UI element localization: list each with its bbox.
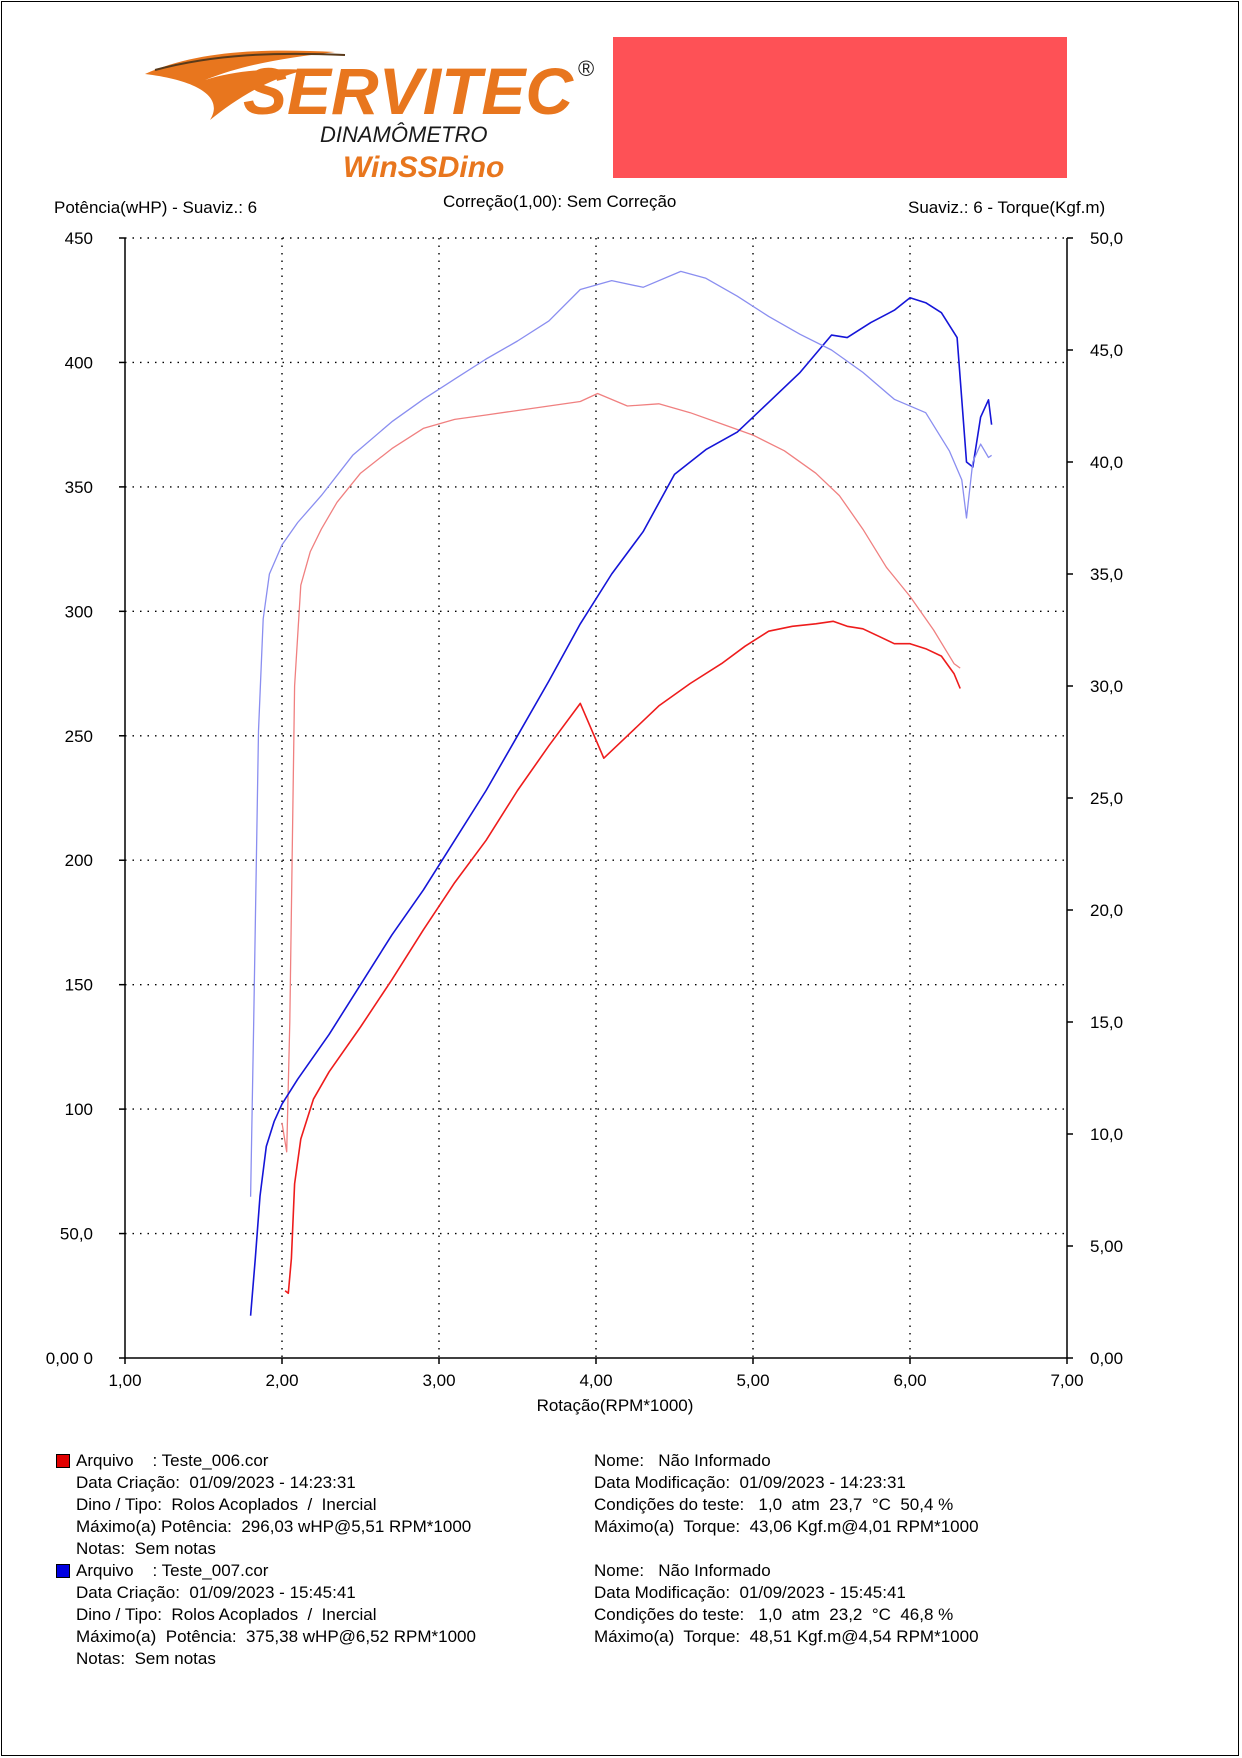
y-left-tick-label: 200 (65, 851, 93, 870)
series-torque-line (249, 270, 992, 1197)
y-right-tick-label: 30,0 (1090, 677, 1123, 696)
left-axis-title: Potência(wHP) - Suaviz.: 6 (54, 198, 258, 217)
redacted-block (613, 37, 1067, 178)
x-tick-label: 2,00 (265, 1371, 298, 1390)
x-tick-label: 6,00 (893, 1371, 926, 1390)
legend-color-swatch (56, 1564, 70, 1578)
brand-text: SERVITEC (243, 54, 574, 128)
legend-info-line: Máximo(a) Potência: 375,38 wHP@6,52 RPM*… (76, 1627, 476, 1646)
x-tick-label: 7,00 (1050, 1371, 1083, 1390)
y-left-tick-label: 300 (65, 602, 93, 621)
servitec-logo: SERVITEC ® DINAMÔMETRO WinSSDino (145, 50, 594, 184)
y-left-tick-label: 50,0 (60, 1225, 93, 1244)
legend-info-line: Arquivo : Teste_006.cor (76, 1451, 269, 1470)
y-right-tick-label: 5,00 (1090, 1237, 1123, 1256)
y-right-tick-label: 25,0 (1090, 789, 1123, 808)
y-right-tick-label: 50,0 (1090, 229, 1123, 248)
x-tick-label: 5,00 (736, 1371, 769, 1390)
legend-info-line: Data Criação: 01/09/2023 - 14:23:31 (76, 1473, 356, 1492)
x-tick-label: 4,00 (579, 1371, 612, 1390)
series-power-line (284, 620, 961, 1295)
y-right-tick-label: 20,0 (1090, 901, 1123, 920)
y-right-tick-label: 15,0 (1090, 1013, 1123, 1032)
registered-mark: ® (578, 56, 594, 81)
legend-info-line: Máximo(a) Potência: 296,03 wHP@5,51 RPM*… (76, 1517, 472, 1536)
product-text: WinSSDino (343, 151, 504, 184)
y-left-tick-label: 100 (65, 1100, 93, 1119)
legend-info-line: Nome: Não Informado (594, 1451, 771, 1470)
y-right-tick-label: 45,0 (1090, 341, 1123, 360)
legend-info-line: Data Modificação: 01/09/2023 - 15:45:41 (594, 1583, 906, 1602)
y-left-tick-label: 400 (65, 353, 93, 372)
x-tick-label: 1,00 (108, 1371, 141, 1390)
correction-label: Correção(1,00): Sem Correção (443, 192, 677, 211)
legend-info-line: Condições do teste: 1,0 atm 23,2 °C 46,8… (594, 1605, 954, 1624)
legend-info-line: Condições do teste: 1,0 atm 23,7 °C 50,4… (594, 1495, 954, 1514)
logo-swoosh (145, 50, 335, 120)
y-left-tick-label: 350 (65, 478, 93, 497)
y-left-tick-label: 0,00 0 (46, 1349, 93, 1368)
legend-info-line: Arquivo : Teste_007.cor (76, 1561, 269, 1580)
legend-info-line: Nome: Não Informado (594, 1561, 771, 1580)
y-right-tick-label: 0,00 (1090, 1349, 1123, 1368)
y-right-tick-label: 35,0 (1090, 565, 1123, 584)
x-axis-label: Rotação(RPM*1000) (537, 1396, 694, 1415)
y-right-tick-label: 40,0 (1090, 453, 1123, 472)
legend-info-line: Data Modificação: 01/09/2023 - 14:23:31 (594, 1473, 906, 1492)
y-left-tick-label: 450 (65, 229, 93, 248)
legend-info-line: Data Criação: 01/09/2023 - 15:45:41 (76, 1583, 356, 1602)
series-torque-line (281, 392, 961, 1153)
y-right-tick-label: 10,0 (1090, 1125, 1123, 1144)
legend-info-line: Máximo(a) Torque: 48,51 Kgf.m@4,54 RPM*1… (594, 1627, 979, 1646)
legend-info-line: Máximo(a) Torque: 43,06 Kgf.m@4,01 RPM*1… (594, 1517, 979, 1536)
y-left-tick-label: 250 (65, 727, 93, 746)
dyno-chart: 1,00 2,00 3,00 4,00 5,00 6,00 7,00 0,00 0 50,0 10… (46, 229, 1123, 1415)
y-left-tick-label: 150 (65, 976, 93, 995)
legend-info-line: Notas: Sem notas (76, 1539, 216, 1558)
series-power-line (249, 296, 993, 1316)
subtitle-text: DINAMÔMETRO (320, 122, 487, 147)
x-tick-label: 3,00 (422, 1371, 455, 1390)
right-axis-title: Suaviz.: 6 - Torque(Kgf.m) (908, 198, 1106, 217)
legend-info-line: Notas: Sem notas (76, 1649, 216, 1668)
legend-color-swatch (56, 1454, 70, 1468)
legend-info-line: Dino / Tipo: Rolos Acoplados / Inercial (76, 1495, 377, 1514)
legend-info-line: Dino / Tipo: Rolos Acoplados / Inercial (76, 1605, 377, 1624)
